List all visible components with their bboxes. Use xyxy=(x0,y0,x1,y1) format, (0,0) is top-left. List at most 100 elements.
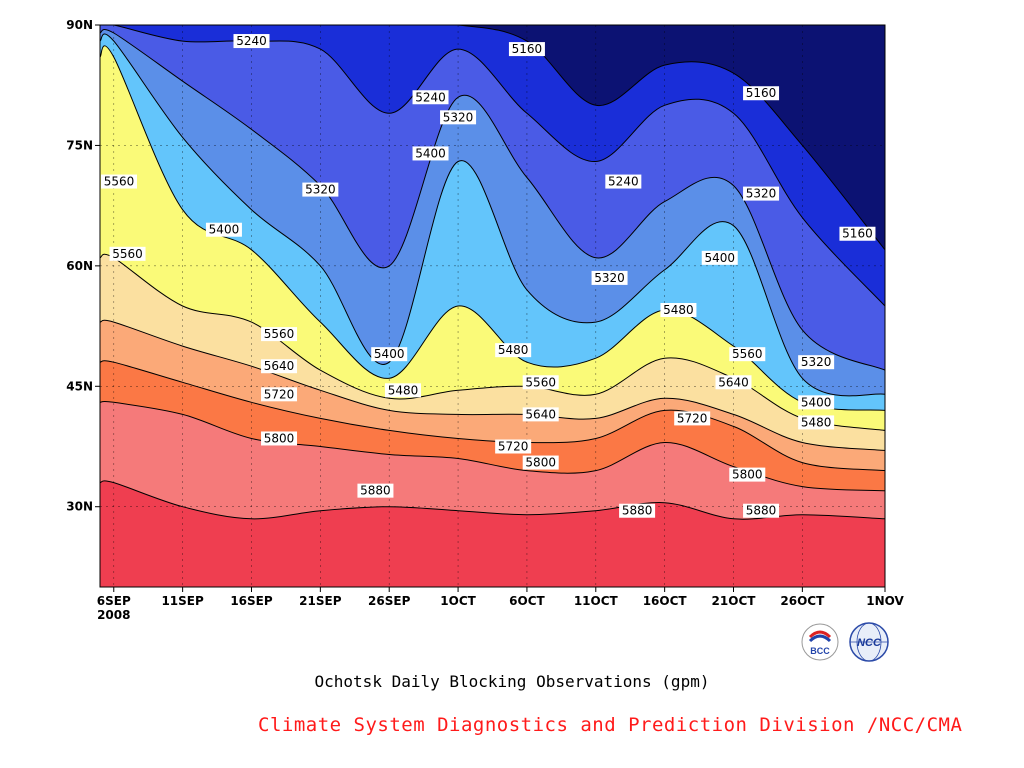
contour-label: 5400 xyxy=(701,250,738,265)
x-tick-label: 21OCT xyxy=(712,594,757,608)
svg-text:5560: 5560 xyxy=(525,375,556,389)
band-below-5320 xyxy=(100,25,885,371)
chart-title: Ochotsk Daily Blocking Observations (gpm… xyxy=(314,672,710,691)
band-below-5160 xyxy=(100,25,885,250)
svg-text:5160: 5160 xyxy=(842,227,873,241)
isoline-5720 xyxy=(100,360,885,472)
contour-label: 5320 xyxy=(798,355,835,370)
svg-text:5720: 5720 xyxy=(264,387,295,401)
x-tick-label: 16SEP xyxy=(230,594,273,608)
band-below-5240 xyxy=(100,25,885,306)
svg-text:5560: 5560 xyxy=(104,175,135,189)
y-tick-label: 90N xyxy=(66,18,93,32)
svg-text:5480: 5480 xyxy=(663,303,694,317)
svg-text:5320: 5320 xyxy=(305,183,336,197)
contour-label: 5400 xyxy=(412,146,449,161)
contour-label: 5640 xyxy=(715,375,752,390)
isoline-5640 xyxy=(100,319,885,451)
bcc-logo: BCC xyxy=(801,623,839,661)
contour-label: 5800 xyxy=(729,467,766,482)
contour-label: 5320 xyxy=(591,270,628,285)
contour-label: 5480 xyxy=(798,415,835,430)
x-tick-label: 26SEP xyxy=(368,594,411,608)
svg-text:5720: 5720 xyxy=(677,411,708,425)
svg-text:5400: 5400 xyxy=(704,251,735,265)
svg-text:5320: 5320 xyxy=(443,110,474,124)
contour-label: 5400 xyxy=(798,395,835,410)
bcc-logo-text: BCC xyxy=(810,646,830,656)
svg-text:5240: 5240 xyxy=(236,34,267,48)
y-tick-label: 75N xyxy=(66,138,93,152)
contour-label: 5160 xyxy=(743,86,780,101)
svg-text:5160: 5160 xyxy=(746,86,777,100)
contour-label: 5880 xyxy=(357,483,394,498)
contour-label: 5240 xyxy=(412,90,449,105)
contour-label: 5480 xyxy=(384,383,421,398)
x-tick-label: 11OCT xyxy=(574,594,619,608)
x-tick-label: 21SEP xyxy=(299,594,342,608)
contour-label: 5640 xyxy=(522,407,559,422)
contour-label: 5560 xyxy=(261,327,298,342)
svg-text:5880: 5880 xyxy=(746,504,777,518)
contour-label: 5800 xyxy=(522,455,559,470)
contour-label: 5560 xyxy=(522,375,559,390)
x-tick-label: 26OCT xyxy=(780,594,825,608)
y-axis-ticks: 30N 45N 60N 75N 90N xyxy=(66,18,100,514)
isoline-5480 xyxy=(100,45,885,411)
svg-text:5400: 5400 xyxy=(374,347,405,361)
svg-text:5560: 5560 xyxy=(112,247,143,261)
contour-label: 5320 xyxy=(440,110,477,125)
plot-frame xyxy=(99,24,886,588)
x-tick-label: 1OCT xyxy=(440,594,476,608)
isoline-5240 xyxy=(100,25,885,307)
contour-labels: 5240 5160 5240 5320 5160 5560 5400 5320 5240 5320… xyxy=(101,34,876,518)
contour-label: 5720 xyxy=(495,439,532,454)
svg-text:5240: 5240 xyxy=(608,175,639,189)
svg-text:5560: 5560 xyxy=(264,327,295,341)
svg-text:5400: 5400 xyxy=(415,146,446,160)
x-tick-label: 6SEP xyxy=(97,594,131,608)
svg-text:5480: 5480 xyxy=(388,383,419,397)
contour-label: 5480 xyxy=(495,343,532,358)
isoline-5800 xyxy=(100,400,885,492)
svg-text:5480: 5480 xyxy=(801,415,832,429)
contour-label: 5560 xyxy=(729,347,766,362)
x-tick-label: 1NOV xyxy=(866,594,904,608)
x-tick-label: 6OCT xyxy=(509,594,545,608)
contour-label: 5880 xyxy=(619,503,656,518)
svg-text:5800: 5800 xyxy=(732,468,763,482)
x-tick-label: 11SEP xyxy=(161,594,204,608)
svg-text:5640: 5640 xyxy=(718,375,749,389)
contour-label: 5640 xyxy=(261,359,298,374)
ncc-logo-text: NCC xyxy=(857,637,882,649)
credit-line: Climate System Diagnostics and Predictio… xyxy=(258,714,963,736)
contour-label: 5720 xyxy=(674,411,711,426)
svg-text:5880: 5880 xyxy=(622,504,653,518)
y-tick-label: 30N xyxy=(66,500,93,514)
svg-text:5480: 5480 xyxy=(498,343,529,357)
isoline-5400 xyxy=(100,33,885,397)
logos: BCC NCC xyxy=(801,622,889,662)
svg-text:5880: 5880 xyxy=(360,484,391,498)
svg-text:5640: 5640 xyxy=(264,359,295,373)
svg-text:5160: 5160 xyxy=(512,42,543,56)
svg-text:5800: 5800 xyxy=(264,431,295,445)
contour-label: 5800 xyxy=(261,431,298,446)
svg-text:5240: 5240 xyxy=(415,90,446,104)
svg-text:5320: 5320 xyxy=(746,187,777,201)
svg-text:5560: 5560 xyxy=(732,347,763,361)
svg-text:5400: 5400 xyxy=(801,395,832,409)
svg-text:5400: 5400 xyxy=(209,223,240,237)
x-tick-year-label: 2008 xyxy=(97,608,130,622)
contour-label: 5320 xyxy=(302,182,339,197)
contour-label: 5880 xyxy=(743,503,780,518)
isoline-5320 xyxy=(100,28,885,371)
svg-text:5720: 5720 xyxy=(498,440,529,454)
svg-text:5320: 5320 xyxy=(801,355,832,369)
y-tick-label: 45N xyxy=(66,379,93,393)
x-tick-label: 16OCT xyxy=(643,594,688,608)
contour-label: 5400 xyxy=(205,222,242,237)
svg-text:5320: 5320 xyxy=(594,271,625,285)
